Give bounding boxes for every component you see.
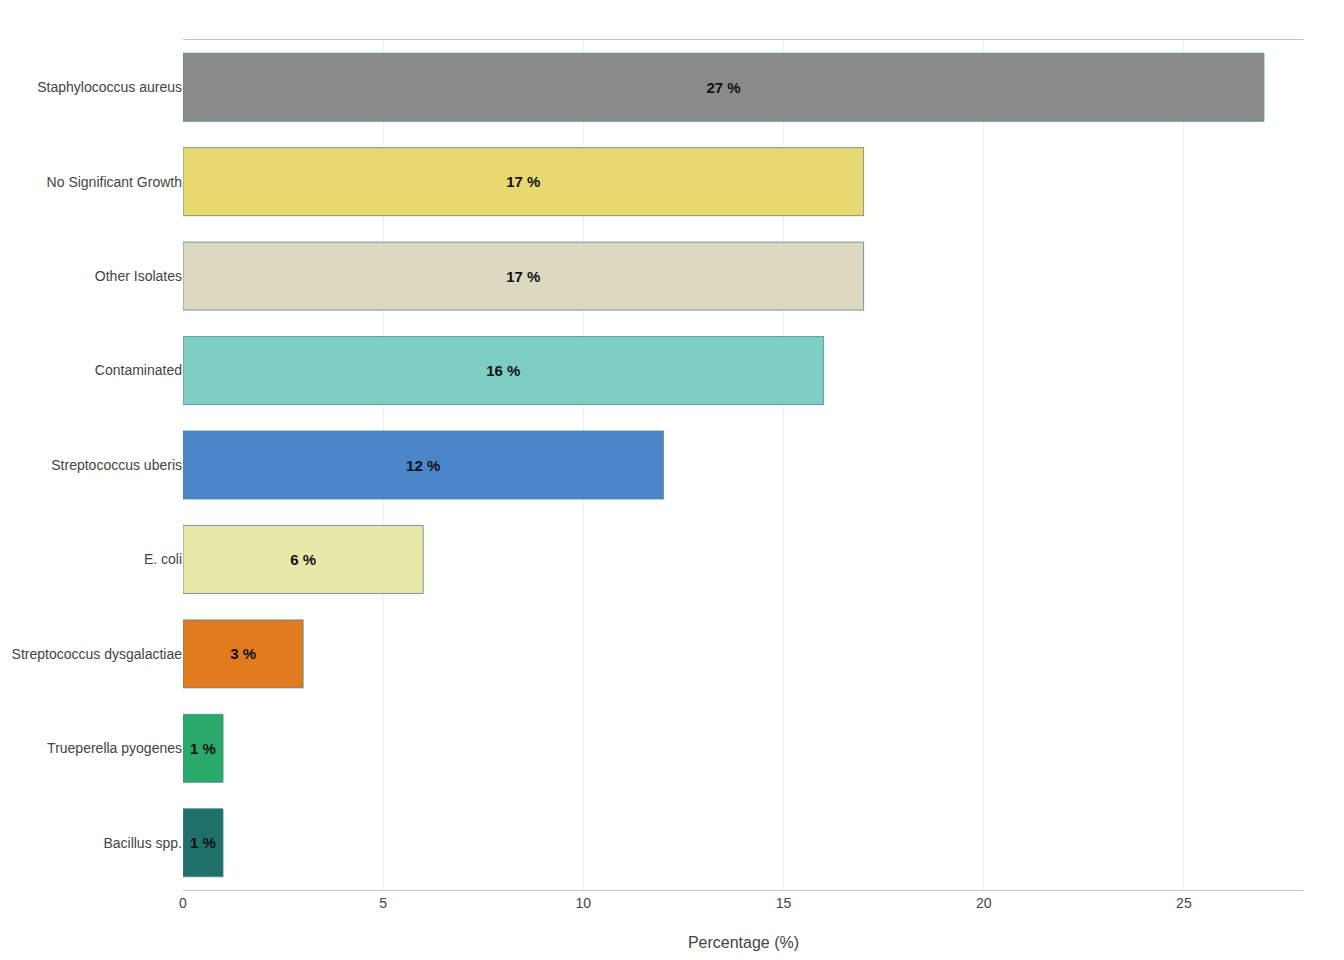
svg-text:5: 5 (379, 895, 387, 911)
svg-text:15: 15 (776, 895, 792, 911)
svg-text:16 %: 16 % (486, 362, 520, 379)
svg-text:Trueperella pyogenes: Trueperella pyogenes (47, 740, 182, 756)
svg-text:E. coli: E. coli (144, 551, 182, 567)
svg-text:17 %: 17 % (506, 173, 540, 190)
svg-text:12 %: 12 % (406, 457, 440, 474)
svg-text:Other Isolates: Other Isolates (95, 268, 182, 284)
svg-text:Staphylococcus aureus: Staphylococcus aureus (37, 79, 182, 95)
svg-text:27 %: 27 % (706, 79, 740, 96)
svg-text:1 %: 1 % (190, 740, 216, 757)
svg-text:Streptococcus dysgalactiae: Streptococcus dysgalactiae (12, 646, 183, 662)
svg-text:Streptococcus uberis: Streptococcus uberis (51, 457, 182, 473)
svg-text:10: 10 (576, 895, 592, 911)
svg-text:3 %: 3 % (230, 645, 256, 662)
svg-text:6 %: 6 % (290, 551, 316, 568)
svg-text:Percentage (%): Percentage (%) (688, 934, 799, 951)
svg-text:20: 20 (976, 895, 992, 911)
svg-text:Contaminated: Contaminated (95, 362, 182, 378)
svg-text:0: 0 (179, 895, 187, 911)
svg-text:No Significant Growth: No Significant Growth (47, 174, 182, 190)
svg-text:Bacillus spp.: Bacillus spp. (103, 835, 182, 851)
svg-text:1 %: 1 % (190, 834, 216, 851)
svg-text:17 %: 17 % (506, 268, 540, 285)
svg-text:25: 25 (1176, 895, 1192, 911)
